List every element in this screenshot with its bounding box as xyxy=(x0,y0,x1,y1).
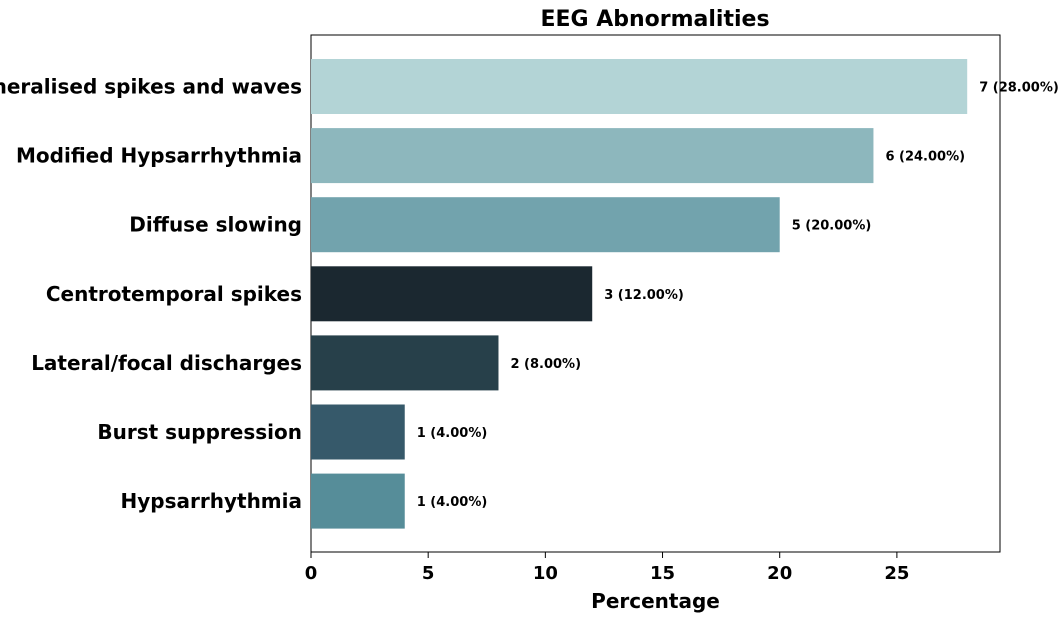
data-label: 1 (4.00%) xyxy=(417,426,488,441)
category-label: Lateral/focal discharges xyxy=(31,351,302,375)
bar xyxy=(311,128,874,184)
bars-layer: Generalised spikes and waves 7 (28.00%) Mo… xyxy=(0,59,1059,529)
x-tick-label: 0 xyxy=(305,563,318,584)
category-label: Modified Hypsarrhythmia xyxy=(16,144,302,168)
category-label: Generalised spikes and waves xyxy=(0,75,302,99)
bar xyxy=(311,59,968,114)
bar xyxy=(311,473,405,529)
bar xyxy=(311,197,780,253)
bar xyxy=(311,335,499,391)
category-label: Diffuse slowing xyxy=(129,213,302,237)
data-label: 5 (20.00%) xyxy=(792,219,872,234)
x-tick-label: 25 xyxy=(884,563,909,584)
x-axis: 0 5 10 15 20 25 xyxy=(305,552,909,584)
chart-title: EEG Abnormalities xyxy=(540,7,769,32)
x-tick-label: 15 xyxy=(650,563,675,584)
data-label: 1 (4.00%) xyxy=(417,495,488,510)
x-tick-label: 5 xyxy=(422,563,435,584)
bar xyxy=(311,404,405,460)
data-label: 7 (28.00%) xyxy=(979,81,1059,96)
bar xyxy=(311,266,593,322)
x-tick-label: 20 xyxy=(767,563,792,584)
data-label: 2 (8.00%) xyxy=(510,357,581,372)
data-label: 6 (24.00%) xyxy=(885,150,965,165)
category-label: Burst suppression xyxy=(97,420,302,444)
category-label: Centrotemporal spikes xyxy=(46,282,302,306)
x-axis-title: Percentage xyxy=(591,589,720,613)
category-label: Hypsarrhythmia xyxy=(121,489,302,513)
data-label: 3 (12.00%) xyxy=(604,288,684,303)
x-tick-label: 10 xyxy=(533,563,558,584)
